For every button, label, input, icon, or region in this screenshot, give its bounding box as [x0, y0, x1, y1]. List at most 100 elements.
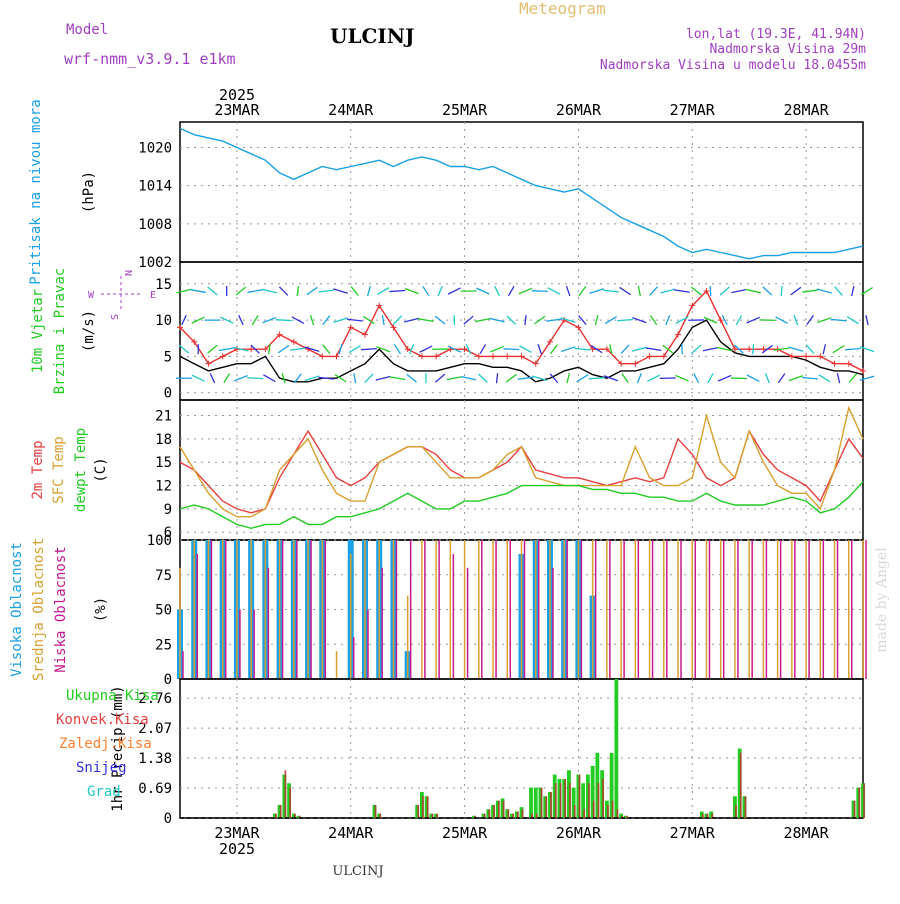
wind-arrow — [548, 288, 560, 295]
clouds-ylabel: Visoka Oblacnost — [9, 542, 25, 677]
wind-arrow — [632, 318, 646, 323]
pressure-ylabel: Pritisak na nivou mora — [28, 99, 44, 284]
wind-arrow — [647, 375, 659, 381]
wind-arrow — [845, 348, 861, 349]
wind-arrow — [390, 377, 405, 380]
temperature-dewpoint-line — [180, 482, 863, 529]
temperature-ylabel: (C) — [93, 457, 109, 482]
clouds-ytick-label: 75 — [155, 568, 172, 584]
wind-arrow — [247, 290, 262, 293]
wind-arrow — [781, 286, 782, 296]
date-label-top: 27MAR — [670, 101, 716, 119]
wind-arrow — [852, 286, 854, 296]
precip-conv-bar — [569, 783, 571, 818]
wind-arrow — [447, 377, 462, 380]
wind-arrow — [519, 346, 531, 353]
pressure-ytick-label: 1008 — [138, 217, 172, 233]
wind-arrow — [849, 374, 857, 383]
precip-total-bar — [614, 679, 618, 818]
wind-arrow — [534, 316, 544, 324]
wind-arrow — [837, 373, 839, 383]
pressure-ytick-label: 1020 — [138, 140, 172, 156]
wind-arrow — [710, 286, 711, 296]
wind-arrow — [766, 373, 770, 383]
precip-conv-bar — [289, 788, 291, 818]
wind-wind_speed-line — [180, 320, 863, 382]
wind-arrow — [775, 317, 787, 323]
wind-arrow — [819, 375, 830, 382]
wind-arrow — [579, 287, 586, 296]
precip-conv-bar — [593, 801, 595, 818]
precip-conv-bar — [488, 809, 490, 818]
date-label-top: 25MAR — [442, 101, 488, 119]
gust-marker — [291, 339, 297, 345]
wind-arrow — [435, 374, 444, 382]
wind-arrow — [318, 290, 334, 292]
wind-arrow — [509, 286, 514, 295]
precip-conv-bar — [550, 792, 552, 818]
gust-marker — [433, 353, 439, 359]
wind-arrow — [263, 375, 275, 382]
wind-arrow — [747, 375, 759, 381]
precip-conv-bar — [560, 783, 562, 818]
wind-arrow — [354, 373, 356, 383]
gust-marker — [476, 353, 482, 359]
wind-ytick-label: 10 — [155, 313, 172, 329]
compass-north: N — [122, 270, 133, 276]
wind-arrow — [476, 288, 489, 294]
precip-conv-bar — [555, 783, 557, 818]
precip-conv-bar — [503, 801, 505, 818]
wind-arrow — [603, 290, 619, 292]
wind-ylabel: Brzina i Pravac — [52, 268, 68, 394]
wind-arrow — [262, 289, 277, 293]
wind-arrow — [833, 346, 844, 353]
precip-conv-bar — [417, 805, 419, 818]
wind-arrow — [718, 375, 731, 381]
temperature-ytick-label: 9 — [164, 502, 172, 518]
precip-conv-bar — [702, 814, 704, 818]
wind-arrow — [247, 378, 263, 379]
precip-legend-item: Ukupna Kisa — [66, 688, 159, 704]
temperature-ylabel: dewpt Temp — [73, 428, 89, 512]
wind-arrow — [789, 376, 803, 381]
pressure-ytick-label: 1014 — [138, 179, 172, 195]
wind-arrow — [376, 376, 391, 380]
precip-conv-bar — [626, 816, 628, 818]
location-title: ULCINJ — [330, 24, 415, 48]
product-title: Meteogram — [519, 0, 606, 18]
wind-arrow — [423, 286, 429, 295]
wind-arrow — [682, 344, 683, 354]
precip-conv-bar — [280, 805, 282, 818]
wind-arrow — [567, 286, 570, 296]
precip-conv-bar — [498, 801, 500, 818]
precip-ytick-label: 0.69 — [138, 781, 172, 797]
wind-arrow — [731, 378, 747, 379]
gust-marker — [419, 353, 425, 359]
wind-arrow — [525, 315, 526, 325]
wind-arrow — [480, 344, 485, 353]
wind-arrow — [393, 316, 401, 325]
date-label-top: 24MAR — [328, 101, 374, 119]
wind-arrow — [490, 346, 503, 351]
wind-arrow — [461, 377, 476, 380]
wind-arrow — [448, 288, 461, 294]
compass-cross — [101, 276, 141, 312]
wind-arrow — [746, 289, 761, 292]
clouds-ylabel: Niska Oblacnost — [53, 546, 69, 672]
precip-conv-bar — [735, 805, 737, 818]
pressure-ylabel: (hPa) — [81, 171, 97, 213]
gust-marker — [334, 353, 340, 359]
temperature-frame — [180, 400, 863, 540]
precip-conv-bar — [854, 801, 856, 818]
wind-arrow — [675, 375, 688, 381]
wind-arrow — [617, 319, 633, 320]
wind-arrow — [234, 376, 248, 381]
precip-conv-bar — [275, 814, 277, 818]
watermark: made by Angel — [874, 547, 890, 653]
wind-arrow — [551, 345, 558, 354]
wind-arrow — [290, 348, 306, 350]
date-label-bottom: 27MAR — [670, 824, 716, 842]
wind-arrow — [632, 347, 647, 351]
